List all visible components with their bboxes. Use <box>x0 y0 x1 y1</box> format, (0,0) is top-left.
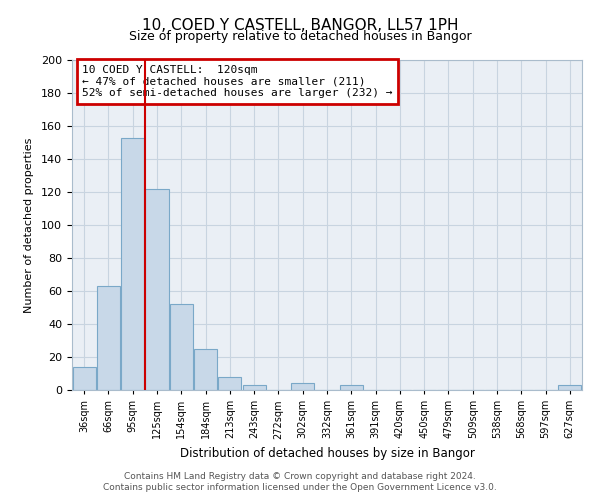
Bar <box>121 138 144 390</box>
Y-axis label: Number of detached properties: Number of detached properties <box>24 138 34 312</box>
Bar <box>73 367 95 390</box>
Bar <box>291 384 314 390</box>
Bar <box>340 385 363 390</box>
Text: 10 COED Y CASTELL:  120sqm
← 47% of detached houses are smaller (211)
52% of sem: 10 COED Y CASTELL: 120sqm ← 47% of detac… <box>82 65 392 98</box>
Text: Contains public sector information licensed under the Open Government Licence v3: Contains public sector information licen… <box>103 483 497 492</box>
Text: 10, COED Y CASTELL, BANGOR, LL57 1PH: 10, COED Y CASTELL, BANGOR, LL57 1PH <box>142 18 458 32</box>
Text: Contains HM Land Registry data © Crown copyright and database right 2024.: Contains HM Land Registry data © Crown c… <box>124 472 476 481</box>
Bar <box>242 385 266 390</box>
Text: Size of property relative to detached houses in Bangor: Size of property relative to detached ho… <box>128 30 472 43</box>
Bar <box>218 377 241 390</box>
Bar <box>170 304 193 390</box>
Bar <box>145 188 169 390</box>
Bar <box>97 286 120 390</box>
X-axis label: Distribution of detached houses by size in Bangor: Distribution of detached houses by size … <box>179 447 475 460</box>
Bar <box>194 349 217 390</box>
Bar <box>559 385 581 390</box>
